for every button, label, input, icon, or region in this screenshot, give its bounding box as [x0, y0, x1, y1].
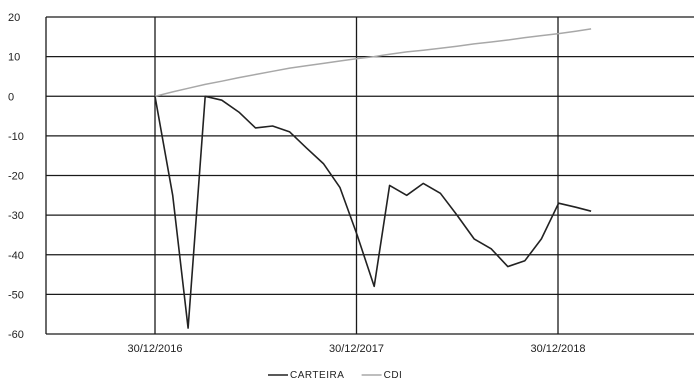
y-tick-label: -50	[8, 289, 24, 301]
y-tick-label: -30	[8, 210, 24, 222]
series-line-carteira	[154, 95, 592, 329]
series-lines	[154, 28, 592, 329]
y-tick-label: -10	[8, 131, 24, 143]
y-tick-label: -60	[8, 329, 24, 341]
legend-label-cdi: CDI	[384, 370, 403, 381]
y-tick-label: -40	[8, 250, 24, 262]
legend-label-carteira: CARTEIRA	[290, 370, 344, 381]
gridlines	[46, 16, 694, 335]
axes: 20 10 0 -10 -20 -30 -40 -50 -60 30/12/2016 30/12/2…	[8, 12, 586, 355]
y-tick-label: 0	[8, 91, 14, 103]
x-tick-label: 30/12/2017	[329, 343, 384, 355]
y-tick-label: 10	[8, 52, 20, 64]
x-tick-label: 30/12/2016	[127, 343, 182, 355]
x-tick-label: 30/12/2018	[530, 343, 585, 355]
series-line-cdi	[154, 28, 592, 98]
y-tick-label: 20	[8, 12, 20, 24]
y-tick-label: -20	[8, 171, 24, 183]
legend: CARTEIRA CDI	[268, 370, 402, 381]
